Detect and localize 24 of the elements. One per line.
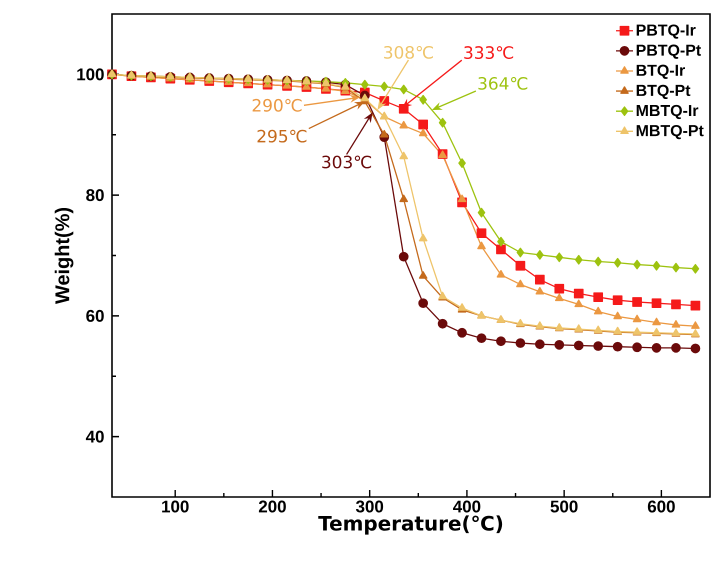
y-tick-label: 60 xyxy=(86,310,104,322)
x-tick-label: 300 xyxy=(356,500,384,513)
x-tick-label: 200 xyxy=(258,500,286,513)
annotation: 364℃ xyxy=(478,76,528,90)
legend-label: MBTQ-Pt xyxy=(636,124,704,140)
legend-label: BTQ-Ir xyxy=(636,64,686,79)
annotation: 290℃ xyxy=(252,98,302,112)
x-tick-label: 500 xyxy=(550,500,578,513)
annotation: 303℃ xyxy=(322,156,372,168)
annotation: 333℃ xyxy=(464,46,514,59)
y-tick-label: 40 xyxy=(86,430,104,443)
y-tick-label: 80 xyxy=(86,189,104,202)
annotation: 295℃ xyxy=(258,130,306,143)
x-tick-label: 400 xyxy=(453,500,480,513)
legend-label: PBTQ-Ir xyxy=(636,24,696,39)
y-tick-label: 100 xyxy=(77,68,104,80)
annotation: 308℃ xyxy=(384,46,433,59)
x-tick-label: 100 xyxy=(162,500,189,513)
legend-label: PBTQ-Pt xyxy=(636,44,701,59)
x-axis-title: Temperature(℃) xyxy=(318,515,502,535)
x-tick-label: 600 xyxy=(648,500,675,513)
legend-label: MBTQ-Ir xyxy=(636,104,698,120)
y-axis-title: Weight(%) xyxy=(54,208,74,304)
legend-label: BTQ-Pt xyxy=(636,84,690,100)
